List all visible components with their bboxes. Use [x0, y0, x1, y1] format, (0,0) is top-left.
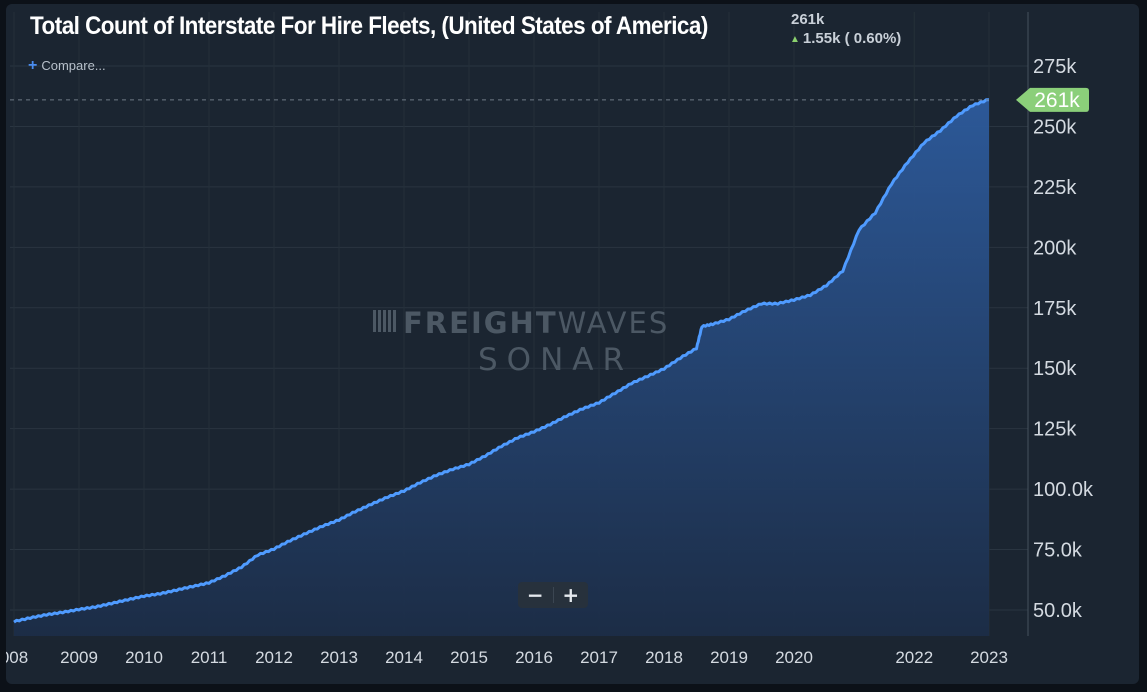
- plus-icon: +: [28, 57, 38, 74]
- x-tick-label: 2014: [385, 648, 423, 667]
- y-tick-label: 175k: [1033, 298, 1077, 320]
- x-tick-label: 008: [6, 648, 28, 667]
- up-arrow-icon: ▲: [790, 34, 800, 45]
- last-value-label: 261k: [1034, 89, 1080, 112]
- zoom-out-button[interactable]: −: [518, 582, 553, 608]
- y-grid-lines: [10, 65, 1028, 611]
- last-value-tag: [1016, 87, 1089, 112]
- x-tick-label: 2023: [970, 648, 1008, 667]
- x-tick-label: 2016: [515, 648, 553, 667]
- watermark-logo-icon: [373, 310, 396, 332]
- x-tick-label: 2011: [191, 648, 228, 667]
- x-tick-label: 2013: [320, 648, 358, 667]
- x-tick-label: 2012: [255, 648, 293, 667]
- y-tick-label: 75.0k: [1033, 540, 1083, 562]
- compare-label: Compare...: [41, 58, 106, 73]
- x-tick-label: 2019: [710, 648, 748, 667]
- area-fill: [14, 99, 989, 636]
- watermark-sonar: SONAR: [478, 342, 633, 378]
- watermark-waves: WAVES: [558, 306, 670, 340]
- change-indicator: ▲ 1.55k ( 0.60%): [790, 30, 901, 47]
- y-tick-label: 50.0k: [1033, 600, 1083, 622]
- x-tick-label: 2020: [775, 648, 813, 667]
- y-tick-label: 225k: [1033, 177, 1077, 199]
- zoom-in-button[interactable]: +: [554, 582, 589, 608]
- y-tick-label: 200k: [1033, 237, 1077, 259]
- x-tick-label: 2018: [645, 648, 683, 667]
- zoom-controls: − +: [518, 582, 588, 608]
- area-series: [13, 98, 990, 636]
- chart-title: Total Count of Interstate For Hire Fleet…: [30, 12, 708, 40]
- y-tick-label: 250k: [1033, 116, 1077, 138]
- x-tick-label: 2010: [125, 648, 163, 667]
- y-tick-label: 275k: [1033, 56, 1077, 78]
- compare-button[interactable]: + Compare...: [28, 57, 106, 75]
- y-tick-label: 100.0k: [1033, 479, 1094, 501]
- last-value-marker: 261k: [10, 87, 1089, 112]
- chart-canvas: FREIGHTWAVES SONAR 50.0k 75.0k 100.0k 125k 1…: [6, 12, 1094, 667]
- y-tick-label: 125k: [1033, 419, 1077, 441]
- x-tick-label: 2009: [60, 648, 98, 667]
- y-axis-tick-labels: 50.0k 75.0k 100.0k 125k 150k 175k 200k 225k 250k…: [1033, 56, 1094, 622]
- x-tick-label: 2015: [450, 648, 488, 667]
- x-tick-label: 2017: [580, 648, 618, 667]
- y-tick-label: 150k: [1033, 358, 1077, 380]
- zoom-divider: [552, 587, 554, 603]
- watermark-line1: FREIGHTWAVES: [403, 306, 669, 340]
- x-axis-tick-labels: 008 2009 2010 2011 2012 2013 2014 2015 2016 2017 2…: [6, 648, 1008, 667]
- current-value: 261k: [791, 11, 825, 28]
- watermark: FREIGHTWAVES SONAR: [373, 306, 669, 378]
- chart-panel: FREIGHTWAVES SONAR 50.0k 75.0k 100.0k 125k 1…: [6, 4, 1139, 684]
- series-line: [13, 98, 990, 624]
- watermark-freight: FREIGHT: [403, 306, 558, 340]
- x-tick-label: 2022: [895, 648, 933, 667]
- change-text: 1.55k ( 0.60%): [802, 30, 902, 47]
